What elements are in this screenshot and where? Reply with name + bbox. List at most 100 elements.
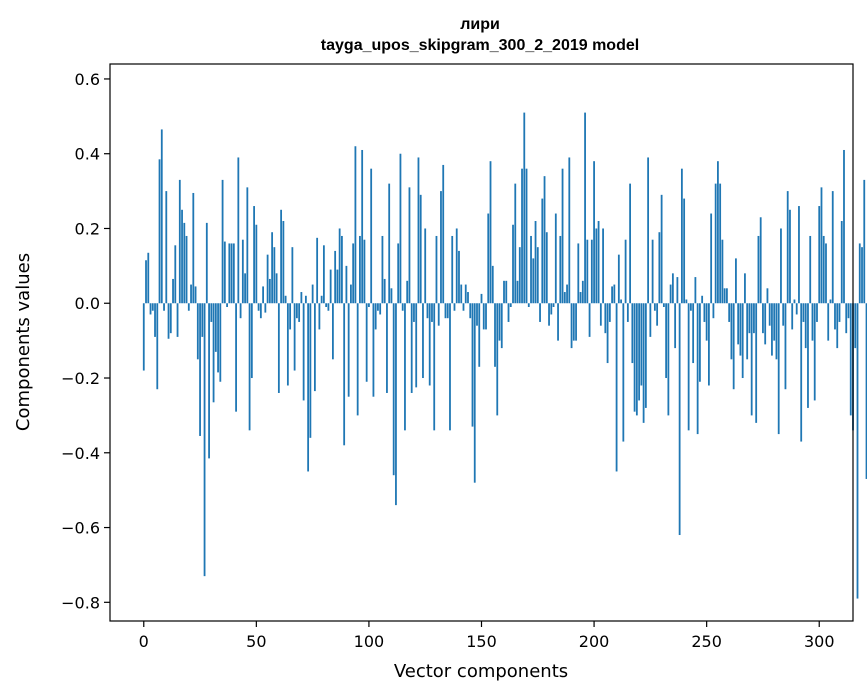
bar-148 [476, 303, 478, 326]
bar-89 [343, 303, 346, 446]
bar-67 [293, 303, 296, 371]
bar-99 [365, 303, 368, 382]
bar-35 [221, 179, 224, 304]
bar-55 [266, 254, 269, 304]
bar-233 [667, 303, 670, 416]
bar-77 [316, 237, 319, 304]
bar-165 [514, 183, 517, 304]
y-tick-label: −0.6 [61, 519, 100, 538]
bar-44 [241, 239, 244, 304]
bar-219 [635, 303, 638, 416]
bar-111 [392, 303, 395, 476]
bar-224 [647, 157, 650, 304]
bar-73 [307, 303, 310, 472]
bar-279 [771, 303, 773, 356]
bar-145 [469, 303, 472, 319]
bar-313 [847, 303, 850, 319]
bar-54 [264, 303, 267, 313]
bar-85 [334, 250, 337, 304]
bar-127 [428, 303, 431, 386]
bar-9 [163, 303, 165, 311]
bar-283 [780, 228, 782, 304]
bar-91 [347, 303, 350, 397]
bar-281 [775, 303, 778, 360]
bar-26 [201, 303, 204, 337]
bar-192 [575, 303, 577, 341]
bar-235 [671, 273, 674, 304]
bar-191 [572, 303, 575, 341]
bar-20 [187, 303, 190, 311]
bar-78 [318, 303, 321, 330]
bar-208 [611, 286, 613, 304]
bar-163 [509, 303, 512, 307]
bar-221 [640, 303, 643, 386]
bar-188 [566, 284, 568, 304]
bar-316 [854, 303, 857, 349]
bar-205 [604, 303, 607, 334]
bar-238 [678, 303, 681, 536]
bar-209 [613, 284, 616, 304]
bar-171 [527, 303, 530, 307]
bar-172 [530, 235, 532, 304]
bar-88 [341, 235, 343, 304]
bar-288 [791, 303, 794, 330]
bar-306 [831, 191, 834, 304]
bar-292 [800, 303, 803, 442]
bar-43 [239, 303, 242, 319]
bar-249 [703, 303, 706, 322]
bar-247 [699, 303, 701, 382]
bar-94 [354, 146, 357, 304]
x-tick-label: 300 [804, 632, 835, 651]
bar-10 [165, 191, 168, 304]
bar-151 [482, 303, 485, 330]
bar-93 [352, 243, 355, 304]
x-tick-label: 200 [579, 632, 610, 651]
bar-136 [449, 303, 451, 431]
bar-229 [658, 232, 661, 304]
bar-197 [586, 239, 589, 304]
bar-113 [397, 243, 400, 304]
y-tick-label: −0.2 [61, 369, 100, 388]
bar-180 [548, 303, 550, 326]
bar-152 [485, 303, 487, 330]
bar-189 [568, 157, 571, 304]
bar-109 [388, 183, 391, 304]
bar-159 [500, 303, 503, 349]
bar-123 [419, 194, 422, 304]
bar-294 [804, 303, 807, 349]
bar-34 [219, 303, 222, 382]
bar-106 [381, 235, 384, 304]
bar-220 [638, 303, 641, 401]
bar-227 [653, 303, 656, 311]
bar-314 [849, 303, 852, 416]
bar-305 [829, 299, 832, 304]
bar-124 [422, 303, 424, 379]
bar-268 [746, 303, 749, 360]
bar-290 [795, 303, 798, 315]
bar-7 [158, 159, 161, 304]
y-tick-label: −0.4 [61, 444, 100, 463]
bar-196 [584, 112, 586, 304]
bar-150 [480, 293, 483, 304]
bar-267 [744, 273, 746, 304]
bar-83 [329, 269, 332, 304]
bar-264 [737, 303, 740, 345]
bar-173 [532, 258, 535, 304]
bar-317 [856, 303, 859, 599]
bar-31 [212, 303, 215, 403]
bar-62 [282, 221, 285, 304]
bar-6 [156, 303, 159, 390]
bar-299 [816, 303, 818, 322]
bar-176 [539, 303, 541, 322]
bar-239 [680, 168, 683, 304]
bar-286 [786, 191, 789, 304]
bar-266 [741, 303, 744, 379]
chart-title: лири [460, 16, 500, 33]
bar-32 [214, 303, 217, 352]
bar-48 [250, 303, 253, 379]
bar-312 [845, 303, 848, 334]
bar-56 [268, 278, 271, 304]
bar-161 [505, 280, 508, 304]
bar-269 [748, 303, 751, 334]
